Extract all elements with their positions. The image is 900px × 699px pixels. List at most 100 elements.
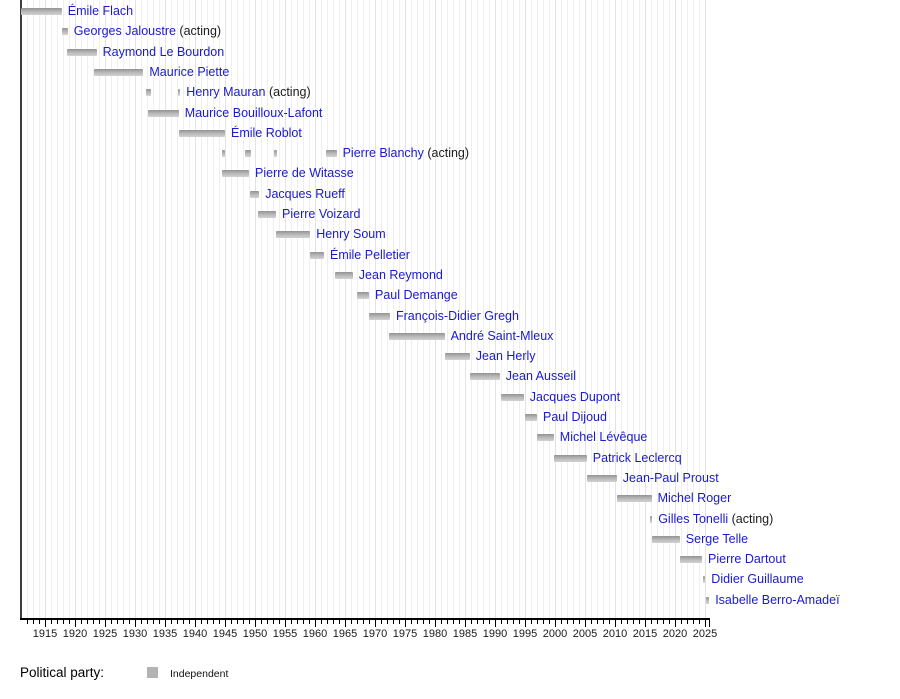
x-gridline (189, 0, 190, 618)
x-axis-minor-tick (627, 620, 628, 624)
x-axis-minor-tick (453, 620, 454, 624)
term-bar (501, 393, 524, 401)
x-gridline (321, 0, 322, 618)
minister-name-link[interactable]: Émile Pelletier (330, 247, 410, 262)
term-bar (273, 150, 278, 158)
minister-name-link[interactable]: Jean-Paul Proust (622, 470, 719, 485)
x-gridline (693, 0, 694, 618)
x-axis-minor-tick (669, 620, 670, 624)
x-axis-minor-tick (27, 620, 28, 624)
x-gridline (159, 0, 160, 618)
x-gridline (345, 0, 346, 618)
x-gridline (39, 0, 40, 618)
minister-name-link[interactable]: Henry Soum (316, 227, 386, 242)
x-gridline (597, 0, 598, 618)
x-gridline (99, 0, 100, 618)
minister-name-link[interactable]: André Saint-Mleux (450, 328, 554, 343)
minister-name-link[interactable]: Paul Demange (375, 288, 458, 303)
minister-name-link[interactable]: Raymond Le Bourdon (102, 44, 225, 59)
x-axis-minor-tick (201, 620, 202, 624)
x-axis-minor-tick (129, 620, 130, 624)
x-gridline (663, 0, 664, 618)
x-axis-minor-tick (183, 620, 184, 624)
minister-name-link[interactable]: Jean Ausseil (505, 369, 576, 384)
minister-name-link[interactable]: Georges Jaloustre (73, 24, 176, 39)
minister-name-link[interactable]: Paul Dijoud (543, 410, 607, 424)
x-gridline (579, 0, 580, 618)
x-gridline (339, 0, 340, 618)
x-gridline (423, 0, 424, 618)
minister-row-label: Jacques Dupont (530, 390, 620, 405)
x-gridline (165, 0, 166, 618)
x-gridline (465, 0, 466, 618)
term-bar (250, 190, 260, 198)
x-axis-tick-label: 1975 (392, 628, 418, 640)
x-axis-minor-tick (123, 620, 124, 624)
acting-suffix: (acting) (728, 511, 774, 526)
minister-name-link[interactable]: Maurice Piette (149, 64, 230, 79)
x-axis-minor-tick (147, 620, 148, 624)
minister-name-link[interactable]: Serge Telle (685, 531, 749, 546)
x-gridline (279, 0, 280, 618)
x-axis-major-tick (525, 620, 526, 627)
x-axis-major-tick (165, 620, 166, 627)
x-axis-minor-tick (213, 620, 214, 624)
x-gridline (405, 0, 406, 618)
minister-name-link[interactable]: Michel Lévêque (559, 430, 648, 445)
x-axis-tick-label: 1985 (452, 628, 478, 640)
minister-name-link[interactable]: Jacques Rueff (265, 186, 345, 201)
minister-name-link[interactable]: Pierre Voizard (282, 207, 361, 221)
x-axis-major-tick (555, 620, 556, 627)
x-axis-minor-tick (621, 620, 622, 624)
term-bar (178, 89, 181, 97)
minister-name-link[interactable]: Isabelle Berro-Amadeï (715, 592, 840, 607)
term-bar (93, 68, 144, 76)
x-gridline (501, 0, 502, 618)
minister-name-link[interactable]: Pierre Blanchy (342, 146, 424, 161)
minister-name-link[interactable]: Jean Herly (475, 349, 536, 364)
minister-name-link[interactable]: Émile Flach (67, 4, 134, 18)
minister-name-link[interactable]: Gilles Tonelli (658, 511, 729, 526)
minister-name-link[interactable]: Maurice Bouilloux-Lafont (184, 105, 323, 120)
x-axis-minor-tick (159, 620, 160, 624)
x-gridline (183, 0, 184, 618)
minister-row-label: Jacques Rueff (265, 187, 345, 202)
x-axis-minor-tick (153, 620, 154, 624)
x-axis-minor-tick (537, 620, 538, 624)
x-axis-minor-tick (417, 620, 418, 624)
x-gridline (333, 0, 334, 618)
term-bar (222, 150, 225, 158)
x-gridline (243, 0, 244, 618)
x-axis-minor-tick (477, 620, 478, 624)
minister-name-link[interactable]: Jean Reymond (358, 267, 443, 282)
x-axis-tick-label: 1970 (362, 628, 388, 640)
x-axis-minor-tick (483, 620, 484, 624)
minister-name-link[interactable]: Pierre de Witasse (255, 166, 354, 181)
x-gridline (375, 0, 376, 618)
x-axis-minor-tick (693, 620, 694, 624)
minister-name-link[interactable]: Michel Roger (657, 491, 732, 506)
minister-name-link[interactable]: Jacques Dupont (529, 389, 621, 404)
x-axis-minor-tick (171, 620, 172, 624)
minister-name-link[interactable]: Didier Guillaume (711, 572, 804, 587)
x-gridline (219, 0, 220, 618)
minister-row-label: Raymond Le Bourdon (103, 45, 225, 60)
term-bar (334, 271, 353, 279)
x-gridline (87, 0, 88, 618)
x-axis-tick-label: 1965 (332, 628, 358, 640)
minister-name-link[interactable]: Henry Mauran (186, 85, 266, 100)
minister-name-link[interactable]: Pierre Dartout (708, 552, 786, 567)
minister-name-link[interactable]: Patrick Leclercq (592, 450, 682, 465)
x-axis-minor-tick (687, 620, 688, 624)
x-gridline (453, 0, 454, 618)
x-axis-minor-tick (489, 620, 490, 624)
x-axis-minor-tick (663, 620, 664, 624)
x-axis-minor-tick (609, 620, 610, 624)
term-bar (310, 251, 324, 259)
x-axis-major-tick (315, 620, 316, 627)
x-gridline (705, 0, 706, 618)
minister-row-label: Pierre Dartout (708, 552, 786, 567)
x-gridline (111, 0, 112, 618)
minister-name-link[interactable]: Émile Roblot (231, 125, 302, 140)
minister-name-link[interactable]: François-Didier Gregh (396, 308, 519, 323)
